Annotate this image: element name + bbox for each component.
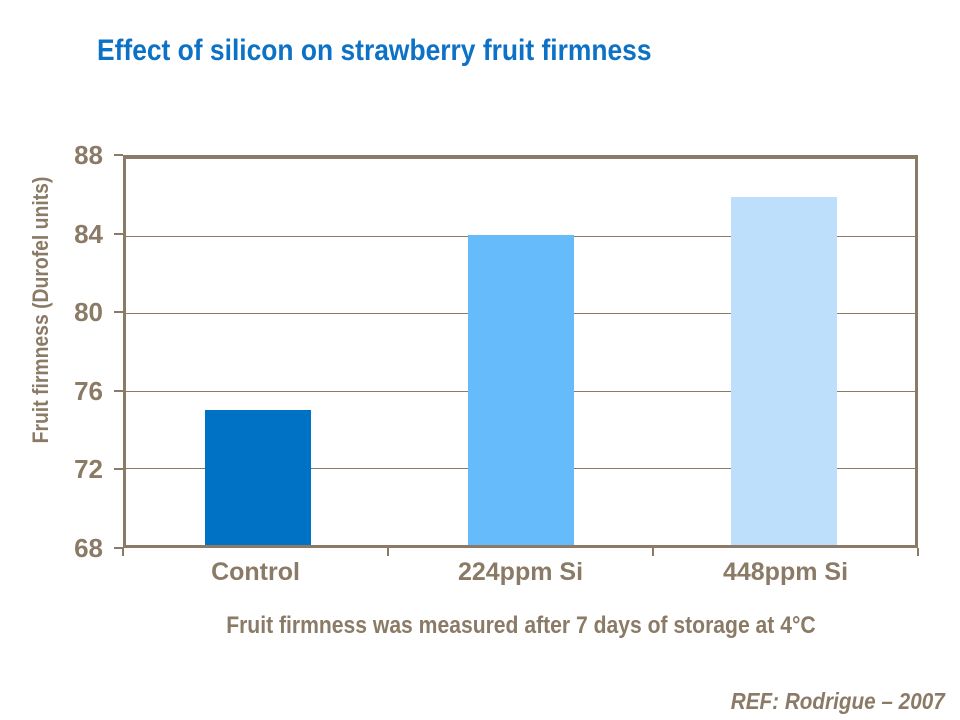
ytick-label-76: 76 [74,375,103,406]
ytick-label-80: 80 [74,297,103,328]
reference-text: REF: Rodrigue – 2007 [731,688,945,714]
chart-caption: Fruit firmness was measured after 7 days… [225,612,816,639]
bar-448ppm-si [730,196,837,545]
xtick-3 [917,548,919,556]
ytick-88 [114,154,123,156]
caption-row: Fruit firmness was measured after 7 days… [123,612,918,640]
xtick-1 [387,548,389,556]
bar-control [204,409,311,545]
ytick-label-68: 68 [74,533,103,563]
plot-area [123,155,918,548]
chart-title: Effect of silicon on strawberry fruit fi… [97,34,652,67]
xtick-0 [122,548,124,556]
ytick-label-84: 84 [74,218,103,249]
xaxis-label-224ppm-si: 224ppm Si [457,558,584,586]
ytick-80 [114,311,123,314]
xaxis-label-448ppm-si: 448ppm Si [722,558,849,586]
bar-224ppm-si [467,235,574,545]
ytick-76 [114,389,123,392]
ytick-label-72: 72 [74,454,103,485]
xaxis-label-control: Control [211,558,300,586]
ytick-label-88: 88 [74,140,103,170]
ytick-68 [114,547,123,549]
xtick-2 [652,548,654,556]
ytick-84 [114,232,123,235]
ytick-72 [114,468,123,471]
